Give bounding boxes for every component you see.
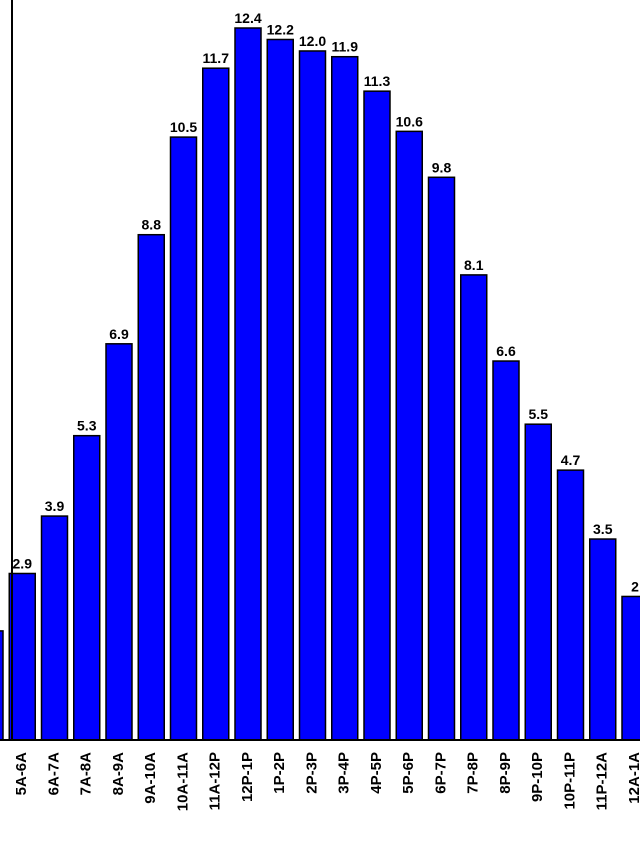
value-label: 5.3 bbox=[77, 418, 97, 434]
x-tick-label: 5A-6A bbox=[13, 752, 30, 796]
x-tick-label: 8A-9A bbox=[110, 752, 127, 796]
value-label: 6.6 bbox=[496, 343, 516, 359]
value-label: 2 bbox=[631, 578, 639, 594]
bar-10P-11P bbox=[556, 469, 585, 741]
value-label: 11.7 bbox=[203, 50, 230, 66]
value-label: 11.9 bbox=[332, 39, 359, 55]
bar-11A-12P bbox=[202, 67, 230, 741]
x-tick-label: 10P-11P bbox=[561, 752, 578, 810]
bar-8A-9A bbox=[105, 343, 133, 741]
x-tick-label: 8P-9P bbox=[497, 752, 514, 794]
value-labels-group: 92.93.95.36.98.810.511.712.412.212.011.9… bbox=[13, 10, 640, 594]
x-tick-label: 1P-2P bbox=[271, 752, 288, 794]
x-tick-label: 12P-1P bbox=[239, 752, 256, 802]
x-tick-label: 5P-6P bbox=[400, 752, 417, 794]
value-label: 3.5 bbox=[593, 521, 613, 537]
bars-group bbox=[0, 27, 640, 741]
bar-8P-9P bbox=[492, 360, 520, 741]
x-tick-label: 3P-4P bbox=[336, 752, 353, 794]
value-label: 12.0 bbox=[299, 33, 326, 49]
x-tick-label: 12A-1A bbox=[626, 752, 640, 804]
bar-6P-7P bbox=[427, 176, 456, 741]
x-tick-label: 10A-11A bbox=[174, 752, 191, 811]
x-tick-label: 7A-8A bbox=[78, 752, 95, 796]
x-tick-label: 7P-8P bbox=[465, 752, 482, 794]
bar-6A-7A bbox=[40, 515, 69, 741]
bar-5A-6A bbox=[8, 572, 36, 741]
bar-11P-12A bbox=[589, 538, 617, 741]
bar-7P-8P bbox=[460, 274, 488, 741]
value-label: 12.4 bbox=[234, 10, 261, 26]
x-tick-label: 11A-12P bbox=[207, 752, 224, 810]
value-label: 11.3 bbox=[364, 73, 391, 89]
bar-9A-10A bbox=[137, 233, 165, 741]
x-tick-label: 6A-7A bbox=[45, 752, 62, 796]
value-label: 3.9 bbox=[45, 498, 65, 514]
value-label: 2.9 bbox=[13, 555, 33, 571]
bar-2P-3P bbox=[298, 50, 327, 741]
bar-1P-2P bbox=[266, 38, 294, 741]
value-label: 8.1 bbox=[464, 257, 484, 273]
bar-7A-8A bbox=[73, 434, 101, 741]
bar-3P-4P bbox=[331, 55, 359, 741]
value-label: 8.8 bbox=[142, 217, 162, 233]
value-label: 12.2 bbox=[267, 21, 294, 37]
value-label: 10.5 bbox=[170, 119, 197, 135]
x-tick-label: 9P-10P bbox=[529, 752, 546, 802]
x-tick-label: 4P-5P bbox=[368, 752, 385, 794]
bar-12A-1A bbox=[0, 630, 4, 741]
bar-4P-5P bbox=[363, 90, 391, 741]
x-tick-label: 2P-3P bbox=[303, 752, 320, 794]
bar-12A-1A bbox=[621, 595, 640, 741]
bar-5P-6P bbox=[395, 130, 423, 741]
value-label: 6.9 bbox=[109, 326, 129, 342]
value-label: 5.5 bbox=[529, 406, 549, 422]
bar-10A-11A bbox=[169, 136, 198, 741]
bar-9P-10P bbox=[524, 423, 552, 741]
x-tick-labels-group: 12A-1A 5A-6A 6A-7A 7A-8A 8A-9A 9A-10A 10A-11A 1… bbox=[13, 752, 640, 811]
value-label: 10.6 bbox=[396, 113, 423, 129]
x-tick-label: 9A-10A bbox=[142, 752, 159, 804]
x-tick-label: 6P-7P bbox=[432, 752, 449, 794]
bar-12P-1P bbox=[234, 27, 262, 741]
x-tick-label: 11P-12A bbox=[594, 752, 611, 811]
value-label: 9.8 bbox=[432, 159, 452, 175]
value-label: 4.7 bbox=[561, 452, 581, 468]
